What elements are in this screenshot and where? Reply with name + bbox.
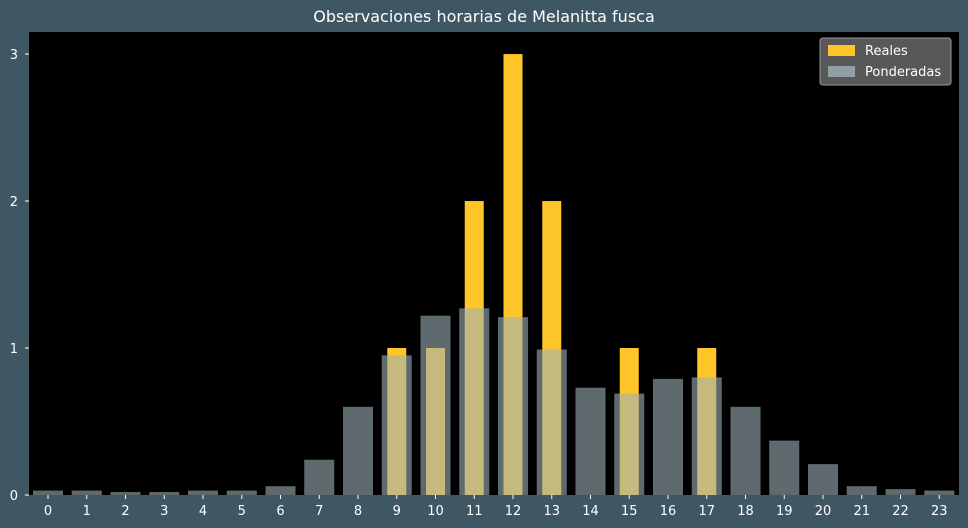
x-tick-label-2: 2 — [121, 504, 129, 519]
x-tick-label-21: 21 — [853, 504, 870, 519]
x-tick-label-13: 13 — [543, 504, 560, 519]
bar-ponderadas-16 — [653, 378, 683, 495]
x-tick-label-0: 0 — [44, 504, 52, 519]
bar-ponderadas-21 — [846, 486, 877, 495]
legend-label-reales: Reales — [865, 44, 908, 59]
y-tick-label-3: 3 — [10, 48, 18, 63]
x-tick-label-4: 4 — [199, 504, 207, 519]
axes: 0 1 2 3 4 5 6 7 8 9 10 11 12 13 14 15 16 17 18 19 20 21 22 2301… — [10, 48, 948, 519]
x-tick-label-20: 20 — [815, 504, 832, 519]
x-tick-label-7: 7 — [315, 504, 323, 519]
x-tick-label-8: 8 — [354, 504, 362, 519]
x-tick-label-17: 17 — [698, 504, 715, 519]
bar-ponderadas-6 — [265, 486, 296, 495]
plot-area — [29, 32, 959, 495]
bar-ponderadas-0 — [33, 490, 63, 495]
bar-ponderadas-17 — [691, 377, 722, 495]
bar-ponderadas-3 — [149, 492, 180, 495]
x-tick-label-6: 6 — [276, 504, 284, 519]
legend-label-ponderadas: Ponderadas — [865, 65, 941, 80]
y-tick-label-0: 0 — [10, 489, 18, 504]
bar-ponderadas-18 — [730, 406, 761, 495]
bar-ponderadas-5 — [226, 490, 257, 495]
bar-ponderadas-1 — [71, 490, 102, 495]
legend: Reales Ponderadas — [819, 37, 952, 86]
ponderadas-bars — [33, 308, 955, 495]
x-tick-label-16: 16 — [660, 504, 677, 519]
bar-ponderadas-14 — [575, 387, 606, 495]
bar-ponderadas-7 — [304, 459, 335, 495]
bar-ponderadas-12 — [498, 317, 528, 495]
x-tick-label-3: 3 — [160, 504, 168, 519]
bar-ponderadas-4 — [188, 490, 218, 495]
x-tick-label-15: 15 — [621, 504, 638, 519]
x-tick-label-22: 22 — [892, 504, 909, 519]
x-tick-label-11: 11 — [466, 504, 483, 519]
x-tick-label-10: 10 — [427, 504, 444, 519]
bar-ponderadas-19 — [769, 440, 800, 495]
x-tick-label-18: 18 — [737, 504, 754, 519]
legend-swatch-reales — [828, 45, 855, 56]
bar-ponderadas-20 — [808, 464, 838, 495]
bar-ponderadas-23 — [924, 490, 955, 495]
y-tick-label-1: 1 — [10, 342, 18, 357]
bar-ponderadas-10 — [420, 315, 451, 495]
x-tick-label-19: 19 — [776, 504, 793, 519]
x-tick-label-5: 5 — [238, 504, 246, 519]
x-tick-label-1: 1 — [83, 504, 91, 519]
chart-title: Observaciones horarias de Melanitta fusc… — [313, 7, 655, 26]
bar-ponderadas-15 — [614, 393, 645, 495]
bar-ponderadas-13 — [536, 349, 567, 495]
y-tick-label-2: 2 — [10, 195, 18, 210]
legend-swatch-ponderadas — [828, 66, 855, 77]
x-tick-label-23: 23 — [931, 504, 948, 519]
bar-ponderadas-2 — [110, 492, 141, 495]
bar-ponderadas-9 — [381, 355, 412, 495]
bar-ponderadas-22 — [885, 489, 916, 495]
bar-ponderadas-8 — [343, 406, 373, 495]
x-tick-label-14: 14 — [582, 504, 599, 519]
bar-ponderadas-11 — [459, 308, 490, 495]
x-tick-label-9: 9 — [393, 504, 401, 519]
x-tick-label-12: 12 — [505, 504, 522, 519]
